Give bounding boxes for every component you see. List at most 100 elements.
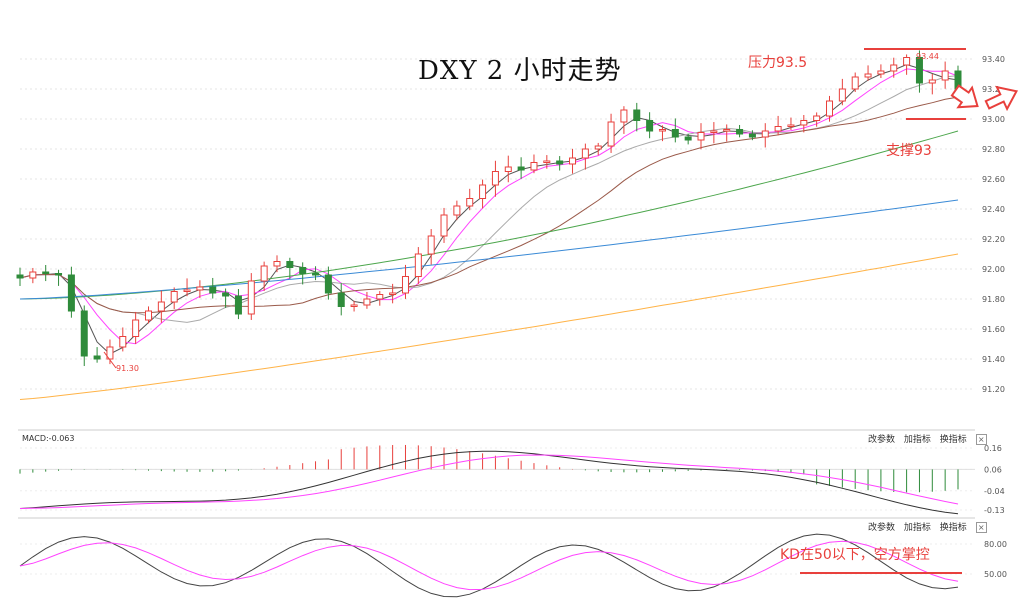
macd-tick-label: -0.04: [984, 487, 1005, 496]
candle-body: [247, 280, 255, 315]
candle-body: [157, 301, 165, 312]
candle-body: [787, 124, 795, 127]
ma60-line: [19, 130, 959, 300]
macd-switch-indicator-button[interactable]: 换指标: [939, 435, 967, 445]
candle-body: [723, 129, 731, 132]
candle-body: [350, 304, 358, 307]
candle-body: [517, 166, 525, 171]
kd-add-indicator-button[interactable]: 加指标: [903, 523, 931, 533]
candle-body: [877, 70, 885, 75]
down-arrow-icon: [950, 84, 979, 109]
candle-body: [826, 100, 834, 117]
candle-body: [183, 289, 191, 292]
candle-body: [106, 346, 114, 360]
candle-body: [376, 294, 384, 300]
candle-body: [466, 198, 474, 207]
price-tick-label: 91.40: [982, 355, 1005, 364]
kd-toolbar: 改参数 加指标 换指标 ×: [862, 520, 987, 533]
candle-body: [543, 160, 551, 163]
high-marker-label: 93.44: [916, 52, 939, 61]
candle-body: [363, 298, 371, 306]
candle-body: [941, 70, 949, 81]
macd-tick-label: 0.06: [984, 465, 1002, 474]
candle-body: [581, 148, 589, 159]
candle-body: [427, 235, 435, 255]
candle-body: [491, 171, 499, 186]
price-tick-label: 92.40: [982, 205, 1005, 214]
macd-add-indicator-button[interactable]: 加指标: [903, 435, 931, 445]
candle-body: [774, 126, 782, 132]
candle-body: [607, 121, 615, 147]
candle-body: [401, 276, 409, 294]
price-tick-label: 91.80: [982, 295, 1005, 304]
candle-body: [93, 355, 101, 360]
candle-body: [569, 157, 577, 165]
candle-body: [16, 274, 24, 279]
price-tick-label: 92.20: [982, 235, 1005, 244]
low-marker-label: 91.30: [116, 364, 139, 373]
kd-note-label: KD在50以下，空方掌控: [780, 547, 930, 563]
candle-body: [710, 130, 718, 133]
right-arrow-icon: [984, 85, 1019, 112]
ma5-line: [19, 68, 959, 345]
candle-body: [196, 286, 204, 291]
candle-body: [530, 162, 538, 171]
resistance-label: 压力93.5: [748, 55, 808, 71]
kd-change-params-button[interactable]: 改参数: [868, 523, 896, 533]
macd-tick-label: 0.16: [984, 444, 1002, 453]
candle-body: [119, 336, 127, 348]
candle-body: [504, 166, 512, 172]
candle-body: [337, 292, 345, 307]
candle-body: [144, 310, 152, 321]
price-tick-label: 93.2: [982, 85, 1000, 94]
candle-body: [479, 184, 487, 199]
kd-d-line: [19, 540, 959, 591]
candle-body: [440, 214, 448, 237]
candle-body: [132, 319, 140, 337]
candle-body: [684, 136, 692, 141]
support-label: 支撑93: [886, 143, 932, 159]
kd-tick-label: 50.00: [984, 570, 1007, 579]
candle-body: [890, 64, 898, 72]
candle-body: [748, 133, 756, 138]
candle-body: [671, 129, 679, 138]
candle-body: [453, 205, 461, 216]
candle-body: [813, 115, 821, 121]
kd-tick-label: 80.00: [984, 540, 1007, 549]
kd-close-icon[interactable]: ×: [975, 522, 987, 533]
price-tick-label: 91.60: [982, 325, 1005, 334]
macd-value-label: MACD:-0.063: [22, 434, 75, 443]
low-marker-leader: [103, 351, 117, 369]
candle-body: [903, 57, 911, 66]
kd-switch-indicator-button[interactable]: 换指标: [939, 523, 967, 533]
candle-body: [800, 120, 808, 126]
candle-body: [697, 132, 705, 141]
candle-body: [260, 265, 268, 282]
candle-body: [761, 130, 769, 138]
candle-body: [633, 109, 641, 121]
macd-dif-line: [19, 450, 959, 515]
price-tick-label: 93.00: [982, 115, 1005, 124]
candle-body: [620, 109, 628, 123]
candle-body: [67, 274, 75, 312]
candle-body: [414, 253, 422, 277]
candle-body: [594, 145, 602, 150]
price-tick-label: 92.00: [982, 265, 1005, 274]
candle-body: [838, 88, 846, 102]
candle-body: [312, 273, 320, 276]
ma18-line: [19, 96, 959, 314]
candle-body: [299, 267, 307, 274]
candle-body: [851, 76, 859, 90]
macd-change-params-button[interactable]: 改参数: [868, 435, 896, 445]
macd-tick-label: -0.13: [984, 506, 1005, 515]
candle-body: [273, 261, 281, 267]
kd-k-line: [19, 533, 959, 598]
candle-body: [42, 271, 50, 274]
candle-body: [658, 129, 666, 132]
ma120-line: [19, 199, 959, 300]
candle-body: [170, 291, 178, 303]
macd-close-icon[interactable]: ×: [975, 434, 987, 445]
candle-body: [55, 273, 63, 276]
price-tick-label: 93.40: [982, 55, 1005, 64]
candle-body: [928, 79, 936, 84]
